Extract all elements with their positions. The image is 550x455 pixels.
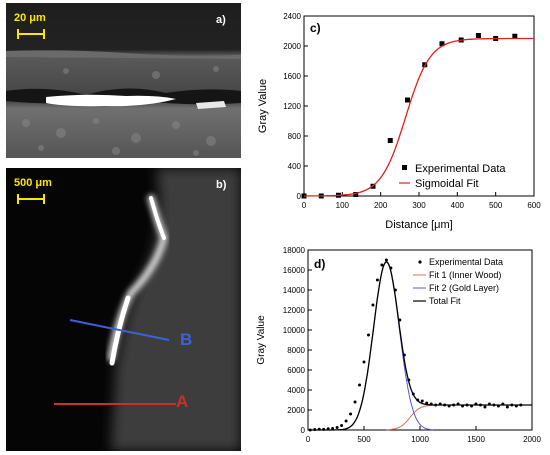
scale-bar-b: [17, 194, 45, 204]
legend-label-d-total: Total Fit: [429, 296, 461, 306]
y-tick-label-c: 0: [297, 192, 302, 201]
y-tick-label-d: 10000: [283, 326, 306, 335]
data-point-d: [362, 360, 366, 364]
y-tick-label-c: 800: [288, 132, 302, 141]
panel-label-b: b): [216, 179, 227, 191]
data-point-d: [353, 400, 357, 404]
profile-line-b: [69, 319, 170, 341]
fit-line-c-1: [304, 37, 534, 197]
y-tick-label-c: 1600: [283, 72, 301, 81]
peak-chart: 0 500 1000 1500 2000 0 2000 4000 6000 8000 10000 12…: [256, 246, 541, 444]
legend-marker-d-data: [418, 260, 422, 264]
data-point-c: [475, 33, 481, 38]
y-tick-label-d: 16000: [283, 266, 306, 275]
y-tick-label-c: 400: [288, 162, 302, 171]
panel-label-d: d): [314, 257, 325, 271]
scale-bar-label-b: 500 μm: [14, 177, 52, 189]
legend-label-c-fit: Sigmoidal Fit: [415, 178, 479, 190]
y-axis-label-d: Gray Value: [256, 315, 267, 365]
data-point-d: [425, 401, 429, 405]
data-point-d: [349, 412, 353, 416]
data-point-d: [331, 427, 335, 430]
legend-label-d-fit1: Fit 1 (Inner Wood): [429, 270, 501, 280]
data-point-c: [387, 138, 393, 143]
x-tick-label-c: 600: [527, 201, 541, 210]
x-tick-label-c: 200: [374, 201, 388, 210]
y-tick-label-d: 8000: [287, 346, 305, 355]
y-tick-label-d: 6000: [287, 366, 305, 375]
data-point-d: [344, 419, 348, 423]
y-tick-label-d: 18000: [283, 246, 306, 255]
x-tick-label-d: 0: [306, 435, 311, 444]
micrograph-a: 20 μm a): [6, 3, 241, 158]
data-point-d: [371, 303, 375, 307]
y-tick-label-d: 14000: [283, 286, 306, 295]
legend-label-d-data: Experimental Data: [429, 257, 503, 267]
micrograph-b: 500 μm b) B A: [6, 168, 241, 451]
data-point-c: [512, 33, 518, 39]
x-tick-label-d: 1000: [411, 435, 429, 444]
y-tick-label-c: 2000: [283, 42, 301, 51]
micrograph-a-image: [6, 3, 241, 158]
line-label-a: A: [176, 392, 189, 411]
legend-label-d-fit2: Fit 2 (Gold Layer): [429, 283, 499, 293]
x-axis-label-c: Distance [μm]: [385, 219, 452, 231]
x-tick-label-c: 300: [412, 201, 426, 210]
y-axis-label-c: Gray Value: [257, 79, 269, 133]
x-tick-label-c: 400: [451, 201, 465, 210]
data-point-d: [420, 399, 424, 403]
y-tick-label-d: 2000: [287, 406, 305, 415]
sigmoid-chart: 0 100 200 300 400 500 600 0 400 800 1200 1600 2000 24…: [257, 12, 541, 231]
scale-bar-label-a: 20 μm: [14, 12, 46, 24]
plot-frame-d: [307, 249, 533, 431]
data-point-d: [340, 424, 344, 427]
fit-line-d-3: [308, 261, 532, 431]
data-point-d: [335, 426, 339, 429]
legend-label-c-data: Experimental Data: [415, 163, 506, 175]
data-point-c: [353, 192, 359, 197]
x-tick-label-d: 2000: [523, 435, 541, 444]
data-point-d: [380, 263, 384, 267]
y-tick-label-d: 12000: [283, 306, 306, 315]
legend-marker-c-data: [402, 165, 407, 170]
x-tick-label-c: 0: [302, 201, 307, 210]
micrograph-b-image: [54, 168, 241, 451]
x-tick-label-c: 100: [336, 201, 350, 210]
x-tick-label-c: 500: [489, 201, 503, 210]
legend-d: Experimental Data Fit 1 (Inner Wood) Fit…: [413, 257, 503, 306]
line-label-b: B: [180, 330, 193, 349]
y-tick-label-d: 4000: [287, 386, 305, 395]
data-point-d: [483, 405, 487, 409]
data-point-d: [505, 405, 509, 409]
data-point-c: [439, 41, 445, 47]
data-point-d: [366, 333, 370, 337]
scale-bar-a: [17, 29, 45, 39]
y-tick-label-d: 0: [301, 426, 306, 435]
y-tick-label-c: 2400: [283, 12, 301, 21]
data-point-d: [375, 278, 379, 282]
data-point-d: [384, 258, 388, 262]
x-tick-label-d: 500: [357, 435, 371, 444]
panel-label-a: a): [216, 14, 226, 26]
data-point-c: [405, 97, 410, 103]
y-tick-label-c: 1200: [283, 102, 301, 111]
legend-c: Experimental Data Sigmoidal Fit: [399, 163, 506, 190]
data-point-d: [358, 383, 362, 387]
panel-label-c: c): [310, 21, 321, 35]
x-tick-label-d: 1500: [467, 435, 485, 444]
